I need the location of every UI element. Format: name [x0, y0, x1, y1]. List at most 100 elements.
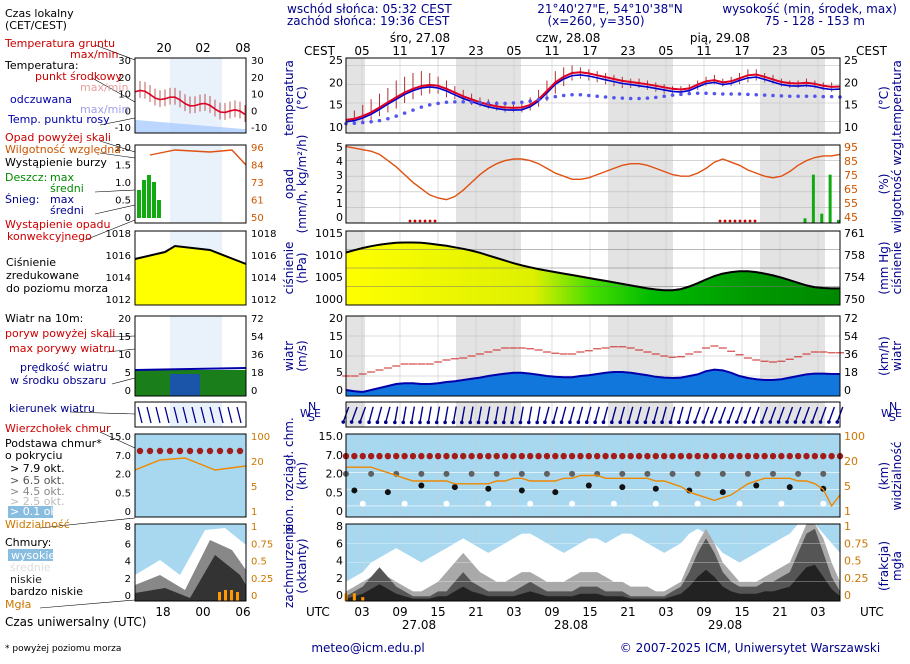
cloud-top-dot — [552, 452, 559, 460]
cloud-top-dot — [393, 452, 400, 460]
wind-direction-arrow — [611, 406, 617, 423]
wind-direction-head — [375, 420, 380, 425]
precip-rtick: 75 — [844, 169, 858, 182]
wind-direction-head — [493, 420, 498, 425]
legend-fog-bar — [230, 590, 233, 601]
dew-point-dot — [402, 111, 407, 115]
precip-axis-label: opad — [282, 169, 296, 199]
legend-conv2: konwekcyjnego — [7, 230, 92, 243]
cloud-top-dot — [635, 452, 643, 460]
wind-direction-arrow — [486, 406, 491, 423]
conv-precip-marker — [408, 219, 412, 223]
cloud-base-dot — [795, 470, 802, 477]
legend-bottom-tick-2: 00 — [195, 605, 210, 619]
wind-direction-head — [434, 420, 439, 425]
cloud-top-dot — [644, 452, 651, 460]
legend-pointer — [94, 44, 136, 61]
cloud-base-dot — [443, 470, 450, 477]
utc-tick: 09 — [392, 605, 407, 619]
rain-bar — [820, 213, 824, 223]
wind-direction-arrow — [644, 406, 651, 423]
dew-point-dot — [779, 94, 784, 98]
cloud-top-dot — [367, 452, 375, 460]
wind-direction-arrow — [828, 406, 836, 423]
wind-direction-head — [610, 420, 614, 425]
legend-clouds-title: Chmury: — [5, 536, 51, 549]
conv-precip-marker — [748, 219, 752, 223]
wind-direction-arrow — [794, 406, 802, 423]
legend-direction: kierunek wiatru — [9, 402, 95, 415]
temp-axis-label: temperatura — [282, 60, 296, 136]
cest-tick: 11 — [696, 44, 711, 58]
main-panels: 2520151025201510543210958575655545101510… — [315, 54, 869, 602]
wind-direction-arrow — [702, 406, 710, 423]
day-bottom-2: 28.08 — [554, 618, 588, 632]
utc-tick: 03 — [354, 605, 369, 619]
legend-pointer — [84, 219, 136, 241]
wind-direction-head — [651, 420, 656, 425]
temp-rtick: 15 — [844, 99, 858, 112]
legend-cloud-top-dot — [196, 447, 204, 455]
legend-ltick: 1.5 — [115, 161, 131, 172]
precip-rtick: 45 — [844, 211, 858, 224]
cloud-top-dot — [359, 452, 366, 460]
precip-rtick: 85 — [844, 155, 858, 168]
temp-mid-line — [345, 71, 841, 121]
legend-rain-bar — [157, 200, 161, 218]
wind-direction-head — [367, 420, 371, 425]
wind-direction-arrow — [803, 406, 810, 423]
dew-point-dot — [771, 93, 775, 98]
compass-right-S: S — [889, 411, 896, 424]
wind-direction-arrow — [528, 406, 533, 423]
legend-rtick: 30 — [251, 56, 264, 67]
cloud-top-dot — [753, 452, 760, 460]
cloud-top-dot — [451, 452, 459, 460]
wind-direction-head — [709, 420, 714, 424]
wind-direction-head — [660, 420, 664, 425]
wind-direction-arrow — [503, 406, 508, 423]
legend-rtick: 0.5 — [251, 557, 267, 568]
utc-tick: 03 — [810, 605, 825, 619]
clouds-rtick: 5 — [844, 480, 851, 493]
wind-direction-arrow — [594, 406, 600, 423]
cloud-top-dot — [736, 452, 743, 460]
cest-tick: 05 — [506, 44, 521, 58]
pressure-ltick: 1015 — [315, 227, 343, 240]
wind-rtick: 54 — [844, 330, 858, 343]
utc-tick: 15 — [582, 605, 597, 619]
cloud-top-dot — [619, 452, 626, 460]
cloud-base-dot — [418, 470, 425, 477]
cloud-base-dot — [619, 470, 626, 477]
wind-direction-head — [835, 420, 840, 424]
wind-direction-arrow — [669, 406, 676, 423]
wind-direction-head — [601, 420, 606, 425]
legend-cloud-top-dot — [186, 447, 194, 455]
legend-panel-frame — [134, 315, 247, 397]
pressure-ltick: 1000 — [315, 293, 343, 306]
footer-email[interactable]: meteo@icm.edu.pl — [311, 641, 424, 655]
cloud-top-dot — [811, 452, 819, 460]
hum-raxis-label: wilgotność wzgl. — [890, 135, 904, 234]
conv-precip-marker — [733, 219, 737, 223]
cloud-top-dot — [677, 452, 685, 460]
legend-pointer — [94, 189, 136, 193]
legend-ltick: 0 — [125, 213, 131, 224]
legend-okt-4: > 2.5 okt. — [10, 495, 65, 508]
cloud-top-dot — [803, 452, 810, 460]
legend-dir-arrow — [218, 406, 224, 424]
dew-point-dot — [377, 118, 382, 123]
day-bottom-1: 27.08 — [402, 618, 436, 632]
legend-pointer — [69, 411, 136, 415]
felt-temp-line — [345, 74, 841, 123]
dew-point-dot — [478, 100, 482, 105]
panel-frame-pres — [345, 230, 841, 306]
dew-point-dot — [578, 92, 583, 97]
precip-ltick: 4 — [336, 155, 343, 168]
cloud-base-dot — [585, 482, 592, 489]
legend-dir-arrow — [182, 406, 188, 424]
wind-direction-head — [718, 420, 722, 424]
cloud-base-dot — [384, 489, 391, 496]
wind-direction-arrow — [719, 406, 727, 423]
cloud-top-dot — [518, 452, 526, 460]
temp-rtick: 25 — [844, 54, 858, 67]
